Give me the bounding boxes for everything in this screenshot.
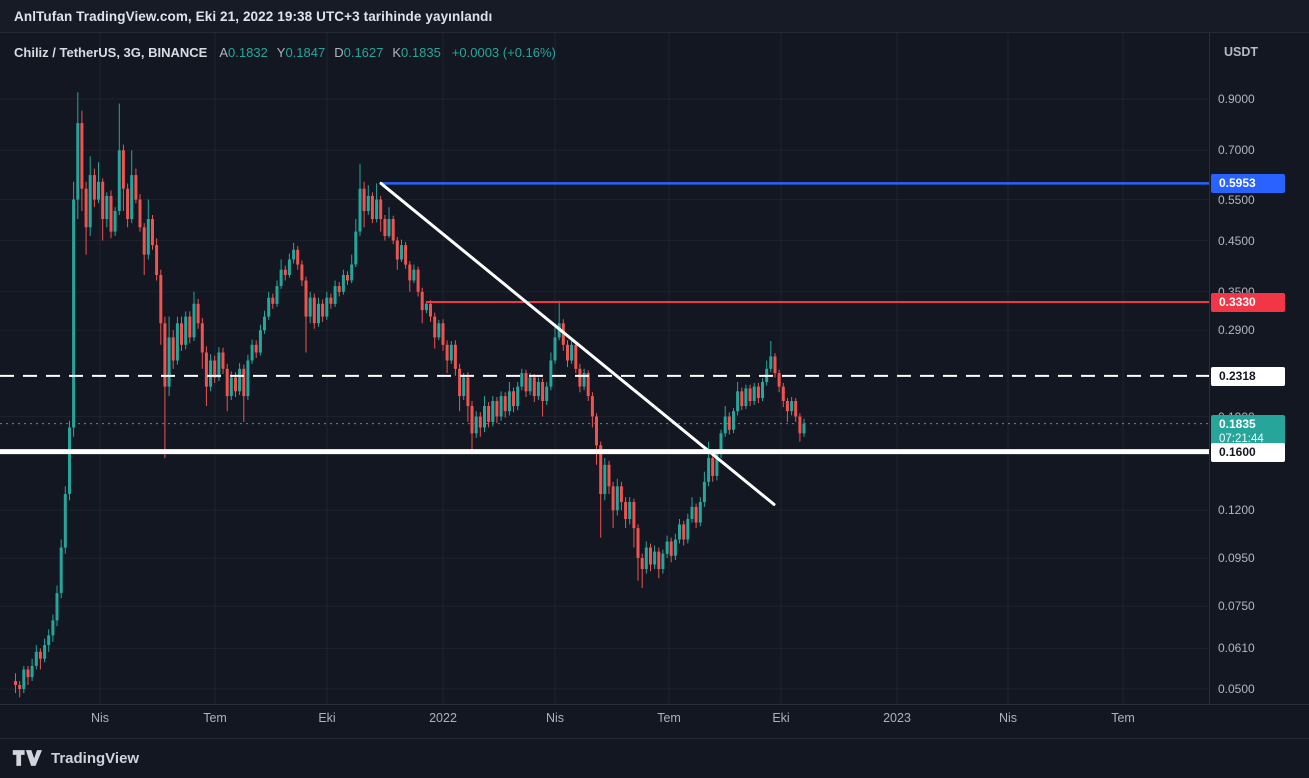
price-badge-value: 0.2318 [1219,368,1256,383]
price-badge-value: 0.1600 [1219,444,1256,459]
price-axis-label: 0.2900 [1218,323,1255,338]
price-axis-label: 0.9000 [1218,92,1255,107]
price-badge-value: 0.5953 [1219,176,1256,191]
ohlc-pair: Y0.1847 [276,45,326,60]
price-badge: 0.5953 [1211,174,1285,194]
symbol-title[interactable]: Chiliz / TetherUS, 3G, BINANCE [14,45,208,60]
price-axis-label: 0.4500 [1218,233,1255,248]
price-badge: 0.3330 [1211,292,1285,312]
symbol-legend: Chiliz / TetherUS, 3G, BINANCE A0.1832 Y0.… [14,45,556,60]
price-axis-currency: USDT [1224,45,1259,59]
tradingview-brand[interactable]: TradingView [51,749,140,767]
time-axis-label: 2022 [429,711,457,725]
time-axis-label: Tem [657,711,681,725]
time-axis-label: 2023 [883,711,911,725]
ohlc-pair: A0.1832 [219,45,268,60]
published-bar: AnlTufan TradingView.com, Eki 21, 2022 1… [0,0,1309,33]
time-axis-label: Nis [90,711,110,725]
time-axis-label: Nis [998,711,1018,725]
ohlc-pair: D0.1627 [334,45,384,60]
price-axis[interactable]: 0.90000.70000.55000.45000.35000.29000.19… [0,33,1309,738]
price-axis-label: 0.5500 [1218,192,1255,207]
price-badge-value: 0.3330 [1219,294,1256,309]
ohlc-pair: K0.1835 [392,45,441,60]
time-axis-label: Eki [772,711,790,725]
time-axis-label: Eki [318,711,336,725]
change-value: +0.0003 (+0.16%) [451,45,556,60]
ohlc-values: A0.1832 Y0.1847 D0.1627 K0.1835 [219,45,449,60]
price-badge-value: 0.1835 [1219,416,1256,431]
time-axis-label: Tem [1111,711,1135,725]
price-axis-label: 0.7000 [1218,143,1255,158]
candlestick-chart[interactable] [0,33,1309,738]
time-axis[interactable]: Nis Tem Eki 2022 Nis Tem Eki 2023 Nis Tem [0,33,1309,738]
time-axis-label: Tem [203,711,227,725]
chart-area: Chiliz / TetherUS, 3G, BINANCE A0.1832 Y0.… [0,33,1309,738]
price-axis-label: 0.0950 [1218,550,1255,565]
price-axis-label: 0.0610 [1218,641,1255,656]
published-text: AnlTufan TradingView.com, Eki 21, 2022 1… [14,8,493,24]
time-axis-label: Nis [545,711,565,725]
tradingview-logo[interactable] [12,747,42,769]
bar-close-countdown: 07:21:44 [1219,432,1264,445]
price-axis-label: 0.1200 [1218,503,1255,518]
footer-bar: TradingView [0,738,1309,777]
price-axis-label: 0.0500 [1218,682,1255,696]
price-axis-label: 0.0750 [1218,599,1255,614]
price-badge: 0.1600 [1211,442,1285,462]
price-badge: 0.2318 [1211,366,1285,386]
